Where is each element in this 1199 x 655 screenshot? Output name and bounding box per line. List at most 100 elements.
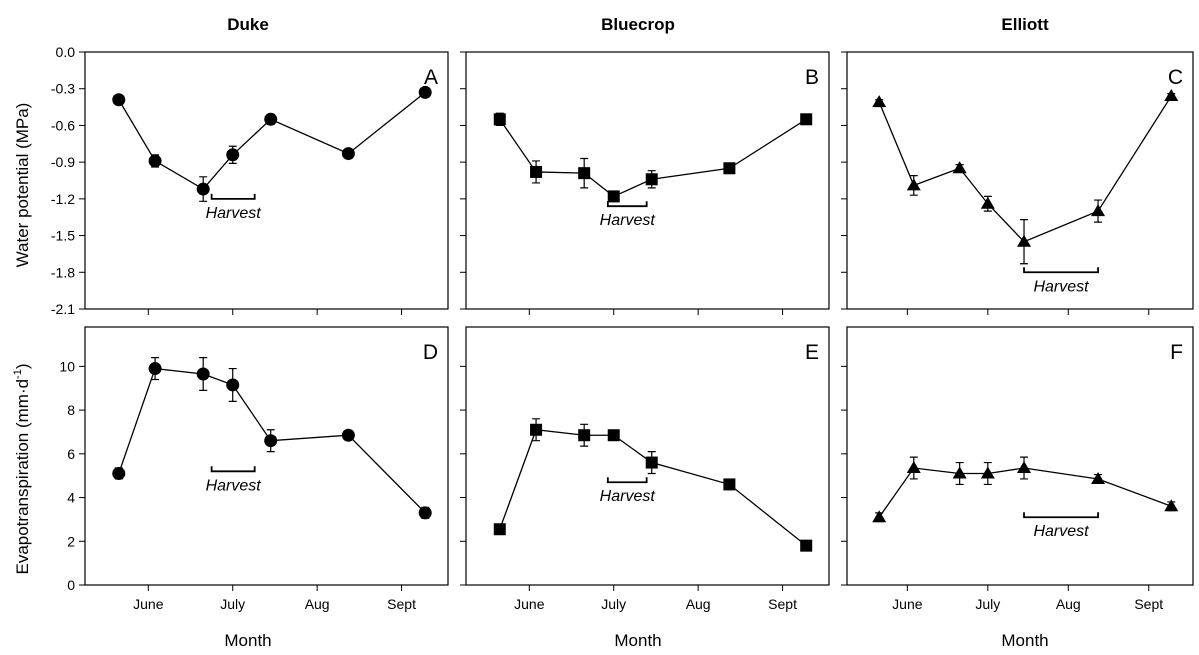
panel-c: C Harvest <box>841 51 1194 315</box>
panel-a-point-4 <box>264 112 278 126</box>
panel-c-point-0 <box>872 95 887 108</box>
panel-f-x-tick-label-0: June <box>892 596 923 612</box>
panel-e-frame <box>465 326 830 586</box>
panel-d-harvest-label: Harvest <box>206 477 262 494</box>
panel-c-point-6 <box>1164 89 1179 102</box>
panel-d-harvest-bracket <box>210 466 256 473</box>
panel-f-point-6 <box>1164 499 1179 512</box>
panel-d-y-tick-label-1: 2 <box>67 533 75 549</box>
panel-c-point-2 <box>952 161 967 174</box>
panel-d-y-tick-label-5: 10 <box>59 358 75 374</box>
panel-e-x-tick-label-0: June <box>514 596 545 612</box>
panel-f-point-0 <box>872 510 887 523</box>
panel-f-point-3 <box>980 466 995 479</box>
panel-a-point-5 <box>341 147 355 161</box>
panel-a-y-tick-label-4: -1.2 <box>51 191 75 207</box>
panel-a-y-tick-label-0: 0.0 <box>56 44 76 60</box>
y-axis-label-et-sup: -1 <box>12 369 24 379</box>
panel-a-y-tick-label-5: -1.5 <box>51 228 75 244</box>
panel-c-point-1 <box>906 178 921 191</box>
panel-a-point-0 <box>112 93 126 107</box>
panel-f-series-line <box>878 467 1172 518</box>
panel-d-y-tick-label-4: 8 <box>67 402 75 418</box>
panel-f-harvest-bracket <box>1023 512 1099 519</box>
x-axis-labels: Month Month Month <box>224 631 1048 650</box>
panel-e-x-tick-label-1: July <box>601 596 626 612</box>
panel-d-point-4 <box>264 434 278 448</box>
column-titles: Duke Bluecrop Elliott <box>227 15 1049 34</box>
panel-c-frame <box>846 51 1194 310</box>
panel-b-point-3 <box>607 190 620 203</box>
panel-d-x-tick-label-3: Sept <box>387 596 416 612</box>
panel-f-x-tick-label-3: Sept <box>1134 596 1163 612</box>
panel-d-letter: D <box>423 341 438 364</box>
panel-a-y-tick-label-6: -1.8 <box>51 264 75 280</box>
panel-d-point-1 <box>148 362 162 376</box>
panel-e-x-tick-label-2: Aug <box>686 596 711 612</box>
panel-b-harvest-label: Harvest <box>600 212 656 229</box>
x-axis-label-col2: Month <box>614 631 661 650</box>
panel-b-letter: B <box>805 66 819 89</box>
panel-b-frame <box>465 51 830 310</box>
y-axis-label-water-potential: Water potential (MPa) <box>13 103 32 268</box>
panel-c-harvest-bracket <box>1023 267 1099 274</box>
panel-a-point-2 <box>196 182 210 196</box>
panel-e-point-4 <box>645 456 658 469</box>
panel-a-y-tick-label-1: -0.3 <box>51 81 75 97</box>
panel-b-point-2 <box>578 167 591 180</box>
panel-b: B Harvest <box>460 51 830 315</box>
panel-a-harvest-bracket <box>210 193 256 200</box>
panel-f-point-2 <box>952 466 967 479</box>
panel-e-harvest-label: Harvest <box>600 488 656 505</box>
panel-d-y-tick-label-0: 0 <box>67 577 75 593</box>
panel-b-point-0 <box>493 113 506 126</box>
panel-f-letter: F <box>1170 341 1183 364</box>
panel-d-y-tick-label-3: 6 <box>67 446 75 462</box>
panel-b-point-4 <box>645 173 658 186</box>
panel-e-point-5 <box>723 478 736 491</box>
panel-e-x-tick-label-3: Sept <box>768 596 797 612</box>
panel-d-point-3 <box>226 378 240 392</box>
panel-e-harvest-bracket <box>606 477 648 484</box>
panel-b-point-1 <box>530 165 543 178</box>
panel-d-point-6 <box>418 506 432 520</box>
panel-f-x-tick-label-1: July <box>975 596 1000 612</box>
panel-d-point-2 <box>196 367 210 381</box>
panel-e-point-2 <box>578 429 591 442</box>
panel-e-point-0 <box>493 523 506 536</box>
panel-d: 0 2 4 6 8 10 June July Aug Sept D Harvest <box>59 326 449 612</box>
panel-e-point-6 <box>800 539 813 552</box>
panel-d-point-0 <box>112 466 126 480</box>
panel-c-point-4 <box>1017 234 1032 247</box>
panel-e-point-1 <box>530 423 543 436</box>
panel-f-point-1 <box>906 461 921 474</box>
panel-d-y-tick-label-2: 4 <box>67 490 75 506</box>
panel-c-harvest-label: Harvest <box>1033 278 1089 295</box>
panel-f-harvest-label: Harvest <box>1033 523 1089 540</box>
column-title-bluecrop: Bluecrop <box>601 15 675 34</box>
panel-f-point-5 <box>1091 471 1106 484</box>
panel-e-letter: E <box>805 341 819 364</box>
y-axis-label-et-end: ) <box>13 363 32 369</box>
panel-c-point-5 <box>1091 204 1106 217</box>
panel-e-point-3 <box>607 429 620 442</box>
panel-a-y-tick-label-7: -2.1 <box>51 301 75 317</box>
panel-d-frame <box>84 326 449 586</box>
x-axis-label-col3: Month <box>1001 631 1048 650</box>
x-axis-label-col1: Month <box>224 631 271 650</box>
panel-d-point-5 <box>341 428 355 442</box>
panel-e: June July Aug Sept E Harvest <box>460 326 830 612</box>
panel-a-harvest-label: Harvest <box>206 205 262 222</box>
panel-c-point-3 <box>980 196 995 209</box>
y-axis-labels: Water potential (MPa) Evapotranspiration… <box>12 103 32 575</box>
column-title-duke: Duke <box>227 15 269 34</box>
panels: 0.0-0.3-0.6-0.9-1.2-1.5-1.8-2.1AHarvestB… <box>51 44 1194 612</box>
column-title-elliott: Elliott <box>1001 15 1049 34</box>
y-axis-label-et-main: Evapotranspiration (mm·d <box>13 379 32 575</box>
panel-a-y-tick-label-2: -0.6 <box>51 117 75 133</box>
panel-b-point-6 <box>800 113 813 126</box>
panel-b-point-5 <box>723 162 736 175</box>
y-axis-label-evapotranspiration: Evapotranspiration (mm·d-1) <box>12 363 32 574</box>
